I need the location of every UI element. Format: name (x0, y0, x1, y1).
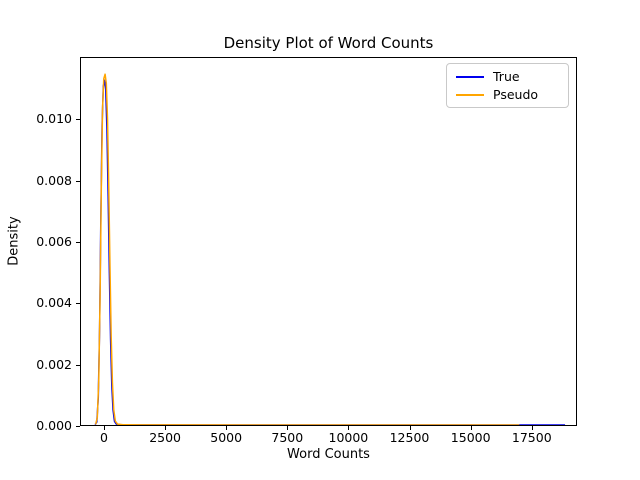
density-curves (94, 73, 566, 425)
legend-label-pseudo: Pseudo (493, 87, 539, 102)
y-tick-label: 0.008 (36, 172, 72, 188)
y-tick-mark (76, 119, 80, 121)
x-tick-label: 0 (100, 430, 108, 445)
x-tick-label: 5000 (210, 430, 243, 445)
x-tick-label: 7500 (271, 430, 304, 445)
x-tick-label: 15000 (450, 430, 491, 445)
y-tick-label: 0.006 (36, 234, 72, 249)
chart-title: Density Plot of Word Counts (223, 34, 434, 52)
x-tick-label: 12500 (389, 430, 430, 445)
y-tick-mark (76, 303, 80, 305)
y-tick-label: 0.002 (36, 356, 72, 372)
legend-label-true: True (493, 69, 520, 84)
x-axis-label: Word Counts (287, 447, 370, 462)
y-tick-mark (76, 180, 80, 182)
y-tick-label: 0.000 (36, 418, 72, 433)
x-tick-mark (409, 426, 411, 430)
x-tick-mark (531, 426, 533, 430)
y-tick-mark (76, 364, 80, 366)
series-line-true (94, 79, 566, 425)
y-tick-mark (76, 426, 80, 427)
x-tick-mark (165, 426, 167, 430)
y-tick-mark (76, 242, 80, 243)
series-line-pseudo (94, 73, 520, 425)
x-tick-mark (470, 426, 472, 430)
legend-line-true-icon (456, 75, 484, 78)
legend-entry-pseudo: Pseudo (456, 87, 559, 102)
legend-entry-true: True (456, 69, 559, 84)
y-tick-label: 0.004 (36, 295, 72, 311)
x-tick-mark (226, 426, 228, 430)
x-tick-label: 10000 (328, 430, 369, 445)
y-tick-label: 0.010 (36, 111, 72, 127)
x-tick-mark (104, 426, 105, 430)
x-tick-mark (348, 426, 350, 430)
plot-area (80, 57, 577, 426)
x-tick-mark (287, 426, 289, 430)
x-tick-label: 2500 (149, 430, 181, 445)
legend-line-pseudo-icon (456, 93, 484, 96)
legend: True Pseudo (446, 63, 569, 108)
x-tick-label: 17500 (511, 430, 552, 445)
